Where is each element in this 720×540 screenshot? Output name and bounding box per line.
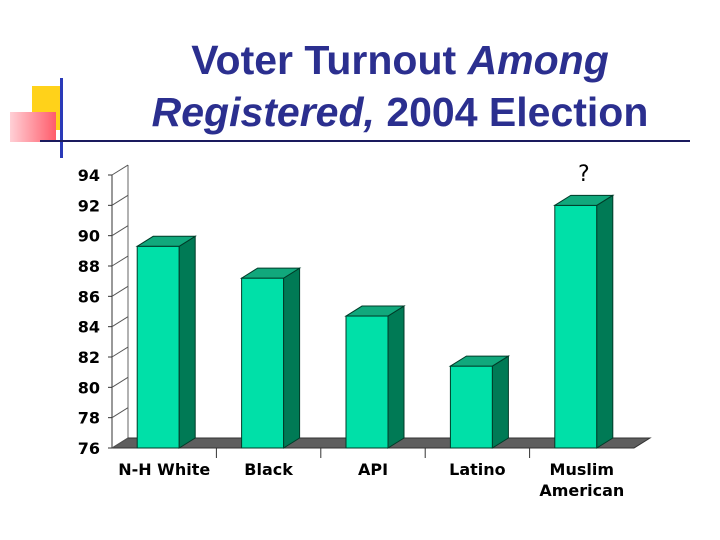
y-tick-line (111, 164, 129, 176)
y-tick-label: 94 (78, 166, 100, 185)
bar-side (596, 194, 614, 449)
x-category-label: API (358, 460, 388, 479)
y-tick-label: 90 (78, 227, 100, 246)
bar-top (239, 267, 302, 279)
y-tick-line (111, 194, 129, 206)
bar-side (491, 355, 509, 449)
bar-front (449, 365, 493, 449)
bar-front (136, 245, 180, 449)
decor-horizontal-line (40, 140, 690, 142)
y-tick-line (111, 255, 129, 267)
bar-top (344, 305, 406, 317)
y-tick-label: 80 (78, 378, 100, 397)
bar-side (178, 235, 196, 449)
bar-front (554, 204, 598, 449)
bar-front (241, 277, 285, 449)
y-tick-label: 78 (78, 409, 100, 428)
bar-side (387, 305, 405, 449)
slide-title-line-1: Voter Turnout Among (191, 37, 609, 83)
x-category-label: Black (244, 460, 293, 479)
x-category-label: Muslim American (539, 460, 624, 500)
y-tick-line (111, 316, 129, 328)
decor-vertical-line (60, 78, 63, 158)
x-category-label: Latino (449, 460, 506, 479)
bar-side (283, 267, 301, 449)
y-tick-label: 92 (78, 196, 100, 215)
bar-top (448, 355, 511, 367)
bar-top (135, 235, 197, 247)
slide-title-line-2: Registered, 2004 Election (151, 89, 649, 135)
decor-red-square (10, 112, 56, 142)
y-tick-line (111, 225, 129, 237)
y-tick-label: 82 (78, 348, 100, 367)
y-tick-line (111, 437, 129, 449)
question-mark-annotation: ? (578, 162, 590, 187)
y-tick-line (111, 285, 129, 297)
y-tick-label: 76 (78, 439, 100, 458)
y-tick-label: 84 (78, 318, 100, 337)
y-tick-label: 86 (78, 287, 100, 306)
bar-top (553, 194, 615, 206)
y-tick-line (111, 376, 129, 388)
y-tick-line (111, 407, 129, 419)
y-tick-label: 88 (78, 257, 100, 276)
y-tick-line (111, 346, 129, 358)
bar-front (345, 315, 389, 449)
x-category-label: N-H White (118, 460, 210, 479)
